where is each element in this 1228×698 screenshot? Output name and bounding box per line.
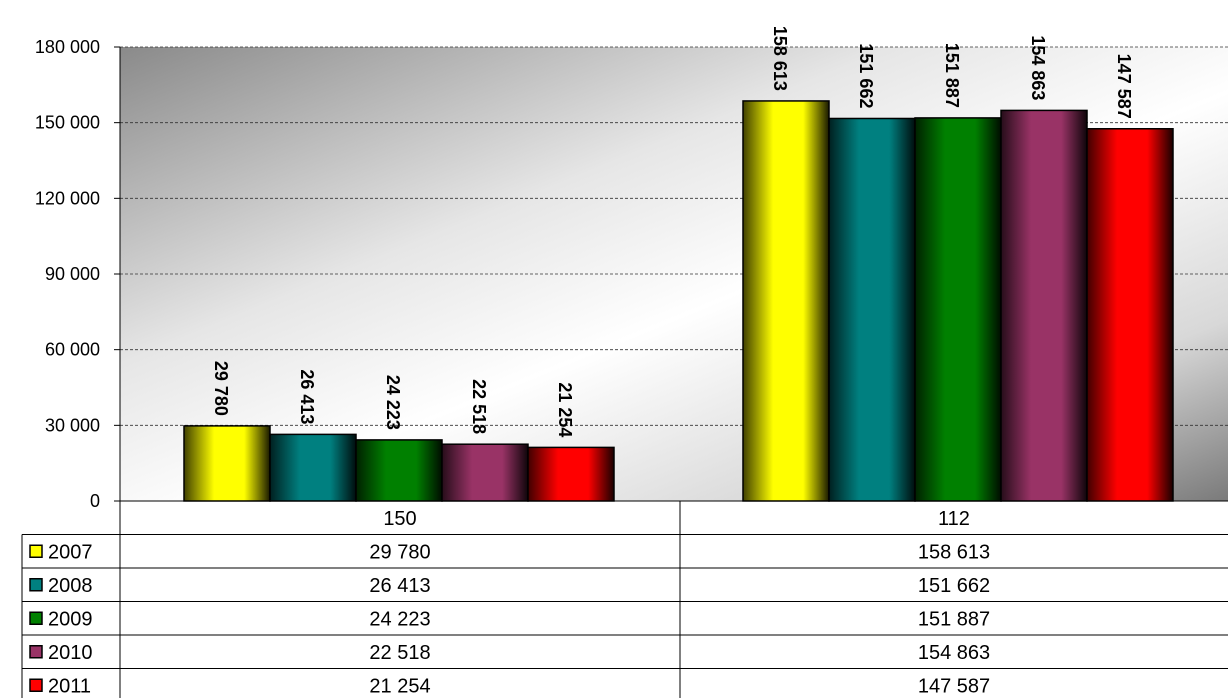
- table-cell: 147 587: [918, 675, 990, 697]
- y-axis: 0 30 000 60 000 90 000 120 000 150 000 180 000: [35, 37, 121, 511]
- data-label: 29 780: [211, 361, 231, 416]
- legend-label: 2010: [48, 642, 93, 664]
- data-label: 158 613: [770, 26, 790, 91]
- y-tick-label: 150 000: [35, 113, 100, 133]
- x-category-label: 112: [938, 508, 970, 530]
- bar-2011-150: [527, 446, 615, 502]
- data-label: 22 518: [469, 379, 489, 434]
- data-label: 26 413: [297, 369, 317, 424]
- data-label: 21 254: [555, 382, 575, 437]
- x-category-label: 150: [383, 508, 416, 530]
- data-label: 154 863: [1028, 35, 1048, 100]
- bar-2009-150: [355, 439, 443, 502]
- table-cell: 21 254: [369, 675, 430, 697]
- table-cell: 26 413: [369, 575, 430, 597]
- y-tick-label: 120 000: [35, 188, 100, 208]
- legend-key-2008: [29, 578, 43, 592]
- data-label: 147 587: [1114, 54, 1134, 119]
- data-label: 151 887: [942, 43, 962, 108]
- table-cell: 29 780: [369, 541, 430, 563]
- y-tick-label: 180 000: [35, 37, 100, 57]
- data-table: 150 112 2007 29 780 158 613 2008 26 413 151 662…: [21, 500, 1228, 698]
- legend-label: 2011: [48, 675, 91, 697]
- y-tick-label: 90 000: [45, 264, 100, 284]
- table-cell: 151 662: [918, 575, 990, 597]
- bar-2007-112: [742, 100, 830, 502]
- bar-2009-112: [914, 117, 1002, 502]
- table-cell: 22 518: [369, 642, 430, 664]
- legend-key-2010: [29, 645, 43, 659]
- table-cell: 158 613: [918, 541, 990, 563]
- bar-2008-150: [269, 433, 357, 502]
- y-tick-label: 60 000: [45, 340, 100, 360]
- legend-key-2011: [29, 678, 43, 692]
- bar-2010-150: [441, 443, 529, 502]
- bars: [183, 100, 1174, 502]
- legend-label: 2009: [48, 608, 93, 630]
- legend-label: 2007: [48, 541, 93, 563]
- legend-key-2007: [29, 544, 43, 558]
- y-tick-label: 0: [90, 491, 100, 511]
- data-label: 24 223: [383, 375, 403, 430]
- legend-label: 2008: [48, 575, 93, 597]
- bar-2007-150: [183, 425, 271, 502]
- y-tick-label: 30 000: [45, 415, 100, 435]
- data-labels: 29 780 26 413 24 223 22 518 21 254 158 613 151…: [211, 26, 1134, 438]
- legend-key-2009: [29, 611, 43, 625]
- bar-2008-112: [828, 117, 916, 502]
- bar-2011-112: [1086, 128, 1174, 502]
- table-cell: 151 887: [918, 608, 990, 630]
- table-cell: 154 863: [918, 642, 990, 664]
- bar-2010-112: [1000, 109, 1088, 502]
- data-label: 151 662: [856, 43, 876, 108]
- table-cell: 24 223: [369, 608, 430, 630]
